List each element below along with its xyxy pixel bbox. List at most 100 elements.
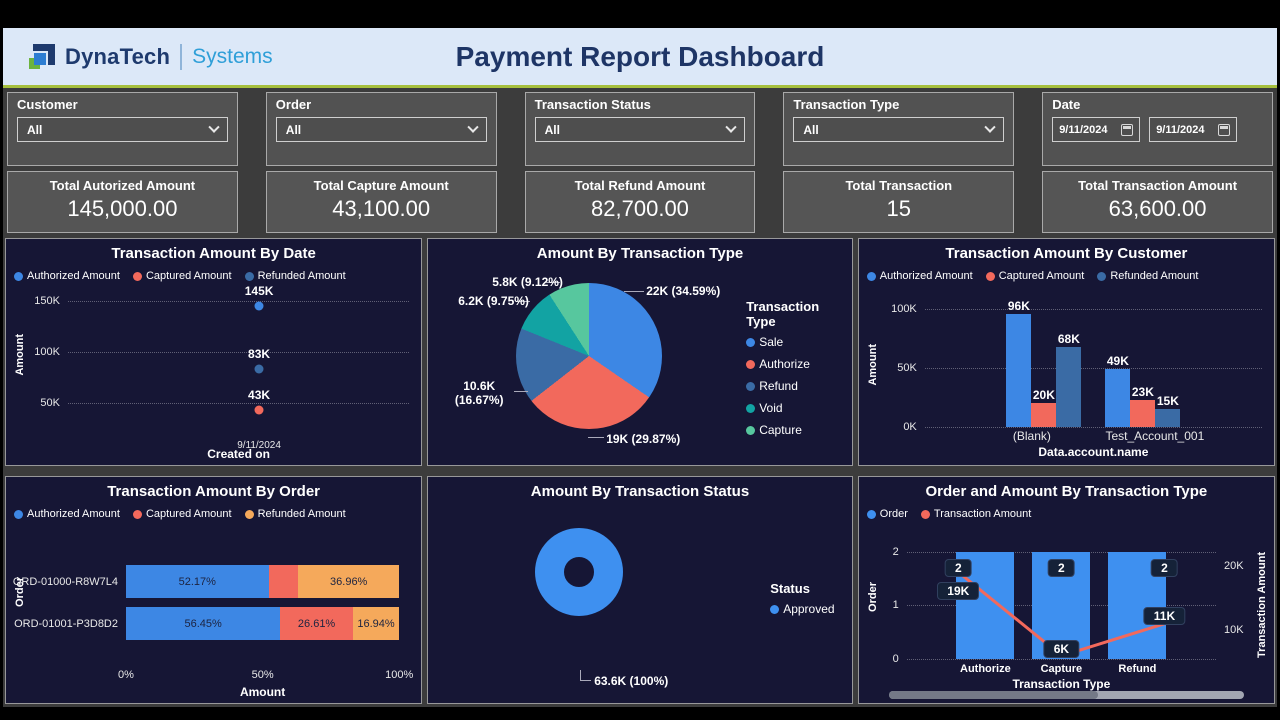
- legend: Transaction Type Sale Authorize Refund V…: [746, 299, 852, 445]
- bar-value-label[interactable]: 2: [944, 559, 972, 577]
- legend-label: Captured Amount: [145, 508, 232, 520]
- legend-label: Authorize: [759, 357, 810, 371]
- legend-item-void[interactable]: Void: [746, 401, 852, 415]
- transaction-status-dropdown[interactable]: All: [534, 117, 746, 142]
- legend-dot: [14, 509, 23, 519]
- legend-item-approved[interactable]: Approved: [770, 602, 835, 616]
- legend-item[interactable]: Refunded Amount: [1097, 270, 1198, 282]
- pie-label-refund: 10.6K (16.67%): [454, 379, 504, 408]
- chart-transaction-amount-by-order: Transaction Amount By Order Authorized A…: [5, 476, 423, 704]
- segment-authorized[interactable]: 56.45%: [126, 607, 281, 640]
- legend-label: Refund: [759, 379, 798, 393]
- segment-refunded[interactable]: 16.94%: [352, 607, 400, 640]
- y-axis-title: Amount: [866, 344, 879, 386]
- legend-title: Transaction Type: [746, 299, 820, 329]
- bar-plot-area: 100K 50K 0K 96K 20K 68K 49K 23K 15K: [891, 299, 1262, 433]
- pie-chart[interactable]: [516, 283, 663, 429]
- legend-dot: [132, 509, 142, 519]
- order-row-1: ORD-01000-R8W7L4 52.17% 36.96%: [6, 565, 400, 598]
- legend: Authorized Amount Captured Amount Refund…: [14, 270, 346, 282]
- legend-item-refund[interactable]: Refund: [746, 379, 852, 393]
- date-from-input[interactable]: 9/11/2024: [1052, 117, 1141, 142]
- legend-item[interactable]: Transaction Amount: [920, 508, 1031, 520]
- legend-label: Void: [759, 401, 783, 415]
- brand: DynaTech Systems: [29, 43, 273, 70]
- bar-captured[interactable]: 23K: [1130, 385, 1156, 427]
- donut-chart[interactable]: [535, 528, 624, 616]
- legend-item[interactable]: Refunded Amount: [244, 270, 346, 282]
- chart-transaction-amount-by-date: Transaction Amount By Date Authorized Am…: [5, 238, 423, 466]
- bar-authorized[interactable]: 49K: [1105, 354, 1131, 427]
- bar-group-blank: 96K 20K 68K: [1006, 299, 1082, 427]
- chevron-down-icon: [984, 121, 996, 133]
- legend-label: Refunded Amount: [1110, 270, 1199, 282]
- data-point-authorized[interactable]: [254, 301, 264, 311]
- legend-item[interactable]: Captured Amount: [132, 270, 232, 282]
- legend-item[interactable]: Authorized Amount: [14, 270, 120, 282]
- segment-captured[interactable]: 26.61%: [280, 607, 353, 640]
- line-value-label[interactable]: 6K: [1043, 640, 1080, 658]
- data-point-refunded[interactable]: [254, 364, 264, 374]
- segment-authorized[interactable]: 52.17%: [126, 565, 269, 598]
- dropdown-value: All: [285, 122, 302, 137]
- legend-label: Order: [879, 508, 908, 520]
- legend-label: Captured Amount: [998, 270, 1085, 282]
- order-dropdown[interactable]: All: [275, 117, 487, 142]
- x-tick: Authorize: [960, 663, 1011, 675]
- legend-item[interactable]: Authorized Amount: [866, 270, 973, 282]
- y-axis-title: Amount: [14, 334, 26, 376]
- legend-item[interactable]: Refunded Amount: [244, 508, 346, 520]
- data-point-captured[interactable]: [254, 405, 264, 415]
- filter-transaction-type: Transaction Type All: [783, 92, 1015, 166]
- bar-refunded[interactable]: 68K: [1056, 332, 1082, 427]
- bar-authorized[interactable]: 96K: [1006, 299, 1032, 427]
- y-tick: 100K: [891, 303, 917, 315]
- legend-item-capture[interactable]: Capture: [746, 423, 852, 437]
- legend-item[interactable]: Order: [866, 508, 908, 520]
- line-value-label[interactable]: 19K: [937, 582, 980, 600]
- x-ticks: (Blank) Test_Account_001: [925, 429, 1262, 443]
- date-to-input[interactable]: 9/11/2024: [1149, 117, 1238, 142]
- legend-dot: [244, 509, 254, 519]
- horizontal-scrollbar[interactable]: [888, 691, 1244, 699]
- chart-amount-by-transaction-type: Amount By Transaction Type 22K (34.59%) …: [427, 238, 853, 466]
- x-tick: Refund: [1118, 663, 1157, 675]
- legend-item-authorize[interactable]: Authorize: [746, 357, 852, 371]
- customer-dropdown[interactable]: All: [17, 117, 228, 142]
- charts-grid: Transaction Amount By Date Authorized Am…: [5, 238, 1275, 704]
- kpi-value: 82,700.00: [591, 196, 689, 221]
- scrollbar-thumb[interactable]: [888, 691, 1099, 699]
- combo-plot-area: 2 1 0 20K 10K 2 2 2 19K: [893, 546, 1244, 665]
- legend-item[interactable]: Captured Amount: [132, 508, 232, 520]
- filter-date: Date 9/11/2024 9/11/2024: [1042, 92, 1273, 166]
- legend-dot: [866, 271, 876, 281]
- legend-item-sale[interactable]: Sale: [746, 335, 852, 349]
- bar-captured[interactable]: 20K: [1031, 388, 1057, 427]
- data-label: 43K: [248, 388, 271, 403]
- page-title: Payment Report Dashboard: [455, 40, 825, 72]
- segment-refunded[interactable]: 36.96%: [298, 565, 400, 598]
- legend: Authorized Amount Captured Amount Refund…: [866, 270, 1198, 282]
- date-from-value: 9/11/2024: [1059, 123, 1108, 136]
- y-category: ORD-01001-P3D8D2: [14, 617, 118, 630]
- legend-item[interactable]: Authorized Amount: [14, 508, 120, 520]
- segment-captured[interactable]: [268, 565, 299, 598]
- kpi-label: Total Capture Amount: [313, 178, 449, 193]
- data-label: 145K: [244, 284, 274, 299]
- legend-item[interactable]: Captured Amount: [985, 270, 1085, 282]
- kpi-total-transaction: Total Transaction 15: [783, 171, 1015, 233]
- chart-transaction-amount-by-customer: Transaction Amount By Customer Authorize…: [857, 238, 1275, 466]
- bar-value-label[interactable]: 2: [1048, 559, 1075, 577]
- chart-title: Amount By Transaction Status: [530, 483, 750, 500]
- transaction-type-dropdown[interactable]: All: [793, 117, 1005, 142]
- legend-label: Refunded Amount: [257, 270, 346, 282]
- legend-dot: [746, 381, 756, 391]
- legend-label: Capture: [759, 423, 802, 437]
- line-value-label[interactable]: 11K: [1143, 607, 1186, 625]
- data-label: 20K: [1032, 388, 1055, 403]
- bar-value-label[interactable]: 2: [1151, 559, 1178, 577]
- y-category: ORD-01000-R8W7L4: [12, 575, 118, 588]
- x-axis-title: Created on: [207, 447, 270, 461]
- bar-refunded[interactable]: 15K: [1155, 394, 1181, 427]
